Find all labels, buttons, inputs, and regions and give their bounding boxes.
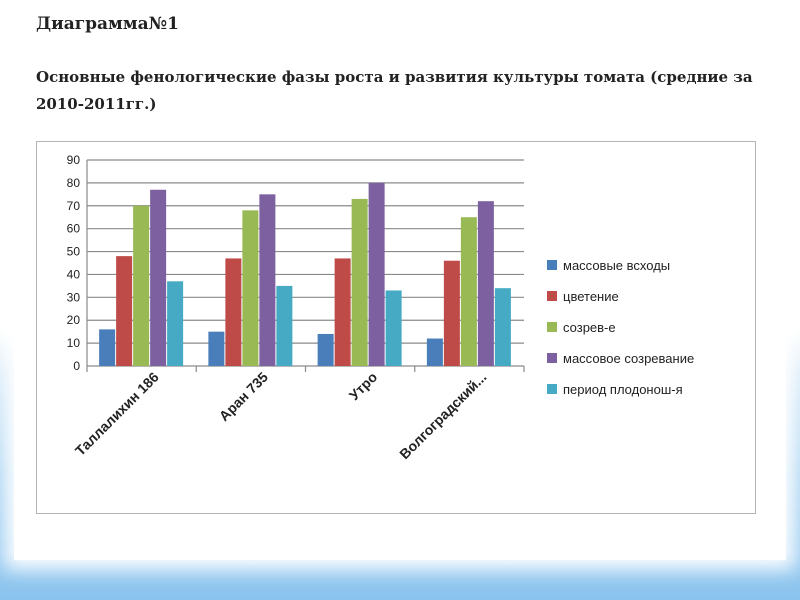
bar-3-3 <box>351 198 368 366</box>
bar-1-4 <box>426 338 443 366</box>
legend-label: созрев-е <box>563 320 616 335</box>
chart-frame: 0 10 20 30 40 50 60 70 80 90 Таллалихин 186 Аран 73… <box>36 141 756 514</box>
y-tick-label: 60 <box>67 222 81 236</box>
legend-label: массовые всходы <box>563 258 670 273</box>
bar-2-4 <box>443 260 460 366</box>
bar-5-3 <box>385 290 402 366</box>
y-tick-label: 30 <box>67 290 81 304</box>
bar-2-1 <box>116 256 133 366</box>
legend-label: массовое созревание <box>563 351 694 366</box>
bar-2-2 <box>225 258 242 366</box>
bar-3-2 <box>242 210 259 366</box>
slide-heading: Диаграмма№1 <box>36 14 179 34</box>
legend-swatch <box>547 353 557 363</box>
legend-swatch <box>547 322 557 332</box>
slide-subtitle: Основные фенологические фазы роста и раз… <box>36 68 753 113</box>
legend-label: период плодонош-я <box>563 382 683 397</box>
y-tick-label: 10 <box>67 336 81 350</box>
y-tick-label: 40 <box>67 267 81 281</box>
bar-1-2 <box>208 331 225 366</box>
bar-1-3 <box>317 333 334 366</box>
y-tick-label: 50 <box>67 245 81 259</box>
bar-4-2 <box>259 194 276 366</box>
bar-4-3 <box>368 182 385 366</box>
category-label: Таллалихин 186 <box>72 369 162 459</box>
bar-3-1 <box>133 205 150 366</box>
bar-5-2 <box>276 285 293 366</box>
bar-3-4 <box>460 217 477 366</box>
y-tick-label: 80 <box>67 176 81 190</box>
bar-2-3 <box>334 258 351 366</box>
y-tick-label: 70 <box>67 199 81 213</box>
category-label: Аран 735 <box>216 369 271 424</box>
category-label: Утро <box>346 369 380 403</box>
bar-4-1 <box>150 189 167 366</box>
bar-1-1 <box>99 329 116 366</box>
bar-5-1 <box>167 281 184 366</box>
y-tick-label: 0 <box>73 359 80 373</box>
y-tick-label: 20 <box>67 313 81 327</box>
bar-4-4 <box>477 201 494 366</box>
bar-5-4 <box>494 288 511 366</box>
legend-swatch <box>547 384 557 394</box>
legend-swatch <box>547 260 557 270</box>
legend-swatch <box>547 291 557 301</box>
bar-chart: 0 10 20 30 40 50 60 70 80 90 Таллалихин 186 Аран 73… <box>67 153 695 462</box>
y-tick-label: 90 <box>67 153 81 167</box>
legend-label: цветение <box>563 289 619 304</box>
category-label: Волгоградский... <box>396 369 489 462</box>
